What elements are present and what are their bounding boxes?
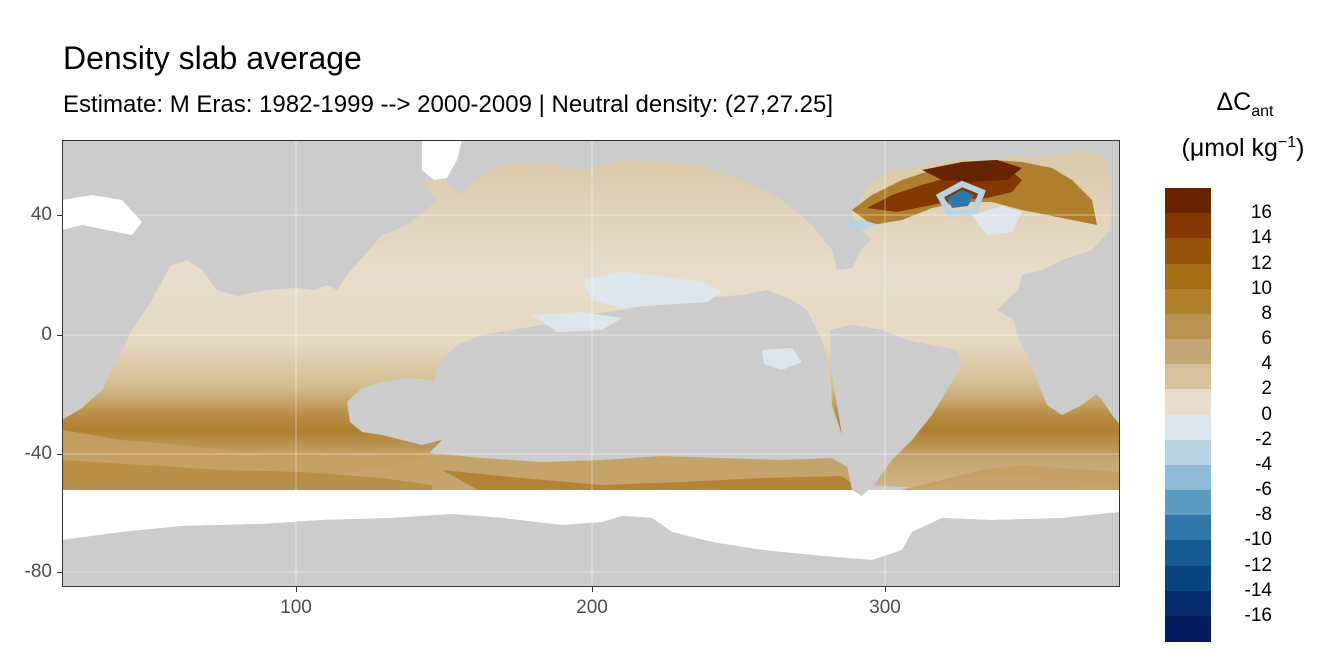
legend-swatch xyxy=(1165,213,1211,240)
x-tick-label: 100 xyxy=(280,597,312,618)
legend-title-sub: ant xyxy=(1251,103,1274,120)
y-tick-mark-40 xyxy=(57,215,62,216)
legend-label: 16 xyxy=(1250,202,1272,224)
x-tick-mark-300 xyxy=(885,587,886,592)
x-tick-mark-200 xyxy=(592,587,593,592)
legend-unit-sup: −1 xyxy=(1277,134,1297,151)
legend-swatch xyxy=(1165,389,1211,416)
antarctica-land xyxy=(62,512,1120,587)
pacific-negative-patch-2 xyxy=(532,312,622,332)
arctic-no-data xyxy=(62,195,142,235)
australia-land xyxy=(347,378,452,445)
map-panel xyxy=(62,140,1120,587)
y-tick-mark-neg40 xyxy=(57,454,62,455)
x-tick-mark-100 xyxy=(296,587,297,592)
legend-swatch xyxy=(1165,490,1211,516)
legend-label: 12 xyxy=(1250,252,1272,274)
y-tick-label: -40 xyxy=(24,443,52,464)
north-atlantic-peak-2 xyxy=(922,160,1022,182)
south-america-land xyxy=(830,325,962,496)
legend-label: 0 xyxy=(1261,403,1272,425)
y-tick-label: -80 xyxy=(24,561,52,582)
legend-label: 14 xyxy=(1250,227,1272,249)
legend-swatch xyxy=(1165,288,1211,315)
legend-label: -4 xyxy=(1255,453,1272,475)
panel-border xyxy=(62,140,1120,587)
legend-swatch xyxy=(1165,515,1211,542)
legend-label: 2 xyxy=(1261,378,1272,400)
legend-label: -12 xyxy=(1244,554,1272,576)
pacific-negative-patch xyxy=(582,272,722,308)
atlantic-midlat-ring xyxy=(972,206,1022,236)
legend-unit: (μmol kg−1) xyxy=(1158,134,1328,163)
africa-land xyxy=(1012,275,1112,415)
legend-label: 10 xyxy=(1250,277,1272,299)
labrador-sea-low-ring xyxy=(935,180,986,218)
irminger-low xyxy=(842,220,877,230)
legend-swatch xyxy=(1165,414,1211,441)
legend-swatch xyxy=(1165,464,1211,491)
legend-unit-open: (μmol kg xyxy=(1181,134,1278,162)
legend-swatch xyxy=(1165,188,1211,214)
legend-colorbar xyxy=(1165,188,1211,642)
labrador-sea-low xyxy=(947,190,974,208)
y-tick-mark-0 xyxy=(57,335,62,336)
x-tick-label: 200 xyxy=(576,597,608,618)
southern-ocean-core xyxy=(442,470,862,492)
antarctic-no-data xyxy=(62,490,1120,560)
pacific-negative-patch-3 xyxy=(762,348,802,370)
graticule xyxy=(62,140,1120,587)
y-tick-mark-neg80 xyxy=(57,572,62,573)
legend-label: 8 xyxy=(1261,302,1272,324)
y-tick-label: 40 xyxy=(30,204,52,225)
southern-ocean-core-west xyxy=(62,460,432,492)
legend-label: -2 xyxy=(1255,428,1272,450)
legend-swatch xyxy=(1165,263,1211,290)
legend-title-main: ΔC xyxy=(1216,88,1252,116)
legend-swatch xyxy=(1165,364,1211,391)
legend-title: ΔCant xyxy=(1190,88,1300,121)
legend-label: -8 xyxy=(1255,504,1272,526)
legend-label: -10 xyxy=(1244,529,1272,551)
legend-swatch xyxy=(1165,590,1211,617)
ocean-map xyxy=(62,140,1120,587)
legend-label: -6 xyxy=(1255,479,1272,500)
map-title: Density slab average xyxy=(63,40,362,76)
legend-swatch xyxy=(1165,313,1211,340)
antarctic-no-data-west xyxy=(422,140,462,180)
legend-swatch xyxy=(1165,565,1211,592)
legend-label: 6 xyxy=(1261,328,1272,349)
legend-swatch xyxy=(1165,238,1211,265)
x-tick-label: 300 xyxy=(869,597,901,618)
y-tick-label: 0 xyxy=(41,324,52,345)
legend-unit-close: ) xyxy=(1296,134,1305,162)
legend-label: -14 xyxy=(1244,579,1272,601)
legend-label: 4 xyxy=(1261,353,1272,375)
legend-swatch xyxy=(1165,339,1211,365)
legend-swatch xyxy=(1165,439,1211,466)
legend-swatch xyxy=(1165,615,1211,642)
legend-swatch xyxy=(1165,540,1211,567)
legend-label: -16 xyxy=(1244,604,1272,626)
map-subtitle: Estimate: M Eras: 1982-1999 --> 2000-200… xyxy=(63,91,833,118)
